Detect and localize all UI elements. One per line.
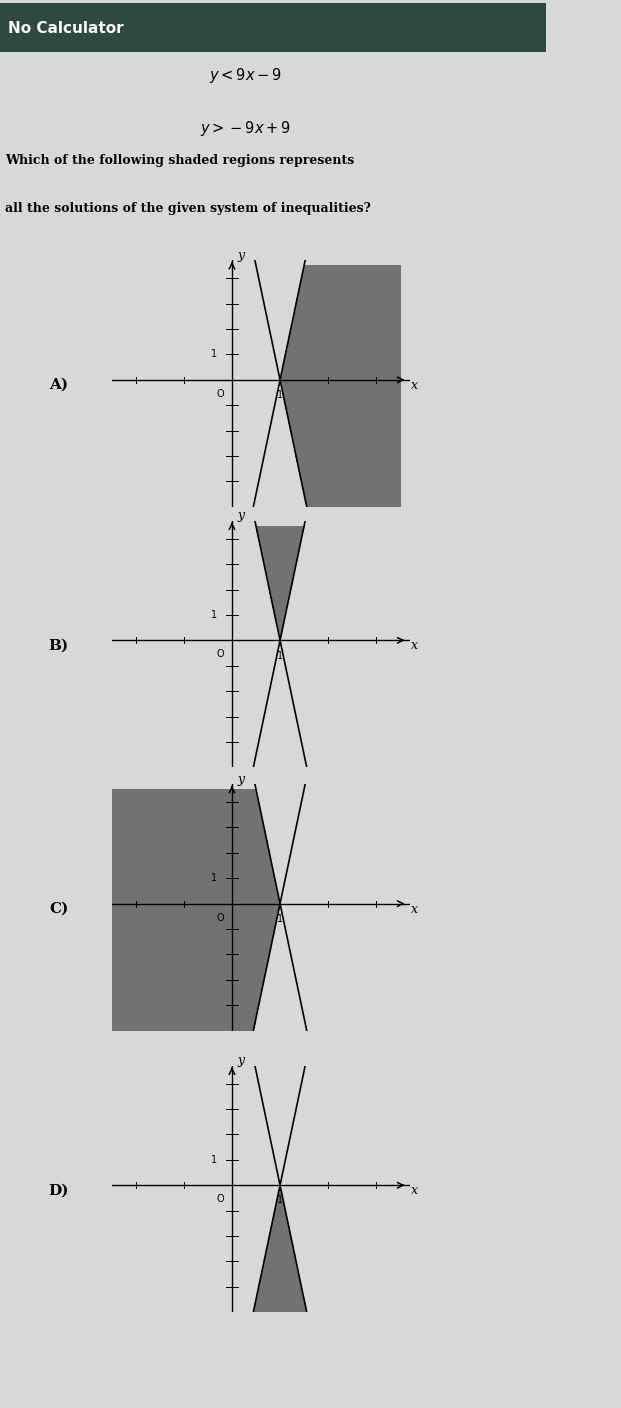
Text: O: O <box>216 912 224 922</box>
Text: 1: 1 <box>211 610 217 620</box>
Text: 1: 1 <box>277 650 283 660</box>
Text: x: x <box>411 639 418 652</box>
Text: 1: 1 <box>277 1195 283 1205</box>
Text: 1: 1 <box>211 1155 217 1164</box>
Text: $y < 9x - 9$: $y < 9x - 9$ <box>209 66 283 86</box>
Text: 1: 1 <box>211 873 217 883</box>
Text: Which of the following shaded regions represents: Which of the following shaded regions re… <box>6 153 355 166</box>
Text: 1: 1 <box>277 914 283 924</box>
Text: A): A) <box>49 379 68 391</box>
Text: y: y <box>238 773 245 786</box>
Text: O: O <box>216 649 224 659</box>
Text: x: x <box>411 379 418 391</box>
Text: 1: 1 <box>277 390 283 400</box>
Text: all the solutions of the given system of inequalities?: all the solutions of the given system of… <box>6 203 371 215</box>
Text: B): B) <box>48 639 68 652</box>
Text: x: x <box>411 903 418 915</box>
Text: x: x <box>411 1184 418 1197</box>
Text: y: y <box>238 510 245 522</box>
Text: y: y <box>238 249 245 262</box>
Text: y: y <box>238 1055 245 1067</box>
Text: $y > -9x + 9$: $y > -9x + 9$ <box>201 120 291 138</box>
Text: D): D) <box>48 1184 68 1197</box>
Text: O: O <box>216 389 224 398</box>
Text: 1: 1 <box>211 349 217 359</box>
Text: O: O <box>216 1194 224 1204</box>
Text: C): C) <box>49 903 68 915</box>
Text: No Calculator: No Calculator <box>8 21 124 35</box>
